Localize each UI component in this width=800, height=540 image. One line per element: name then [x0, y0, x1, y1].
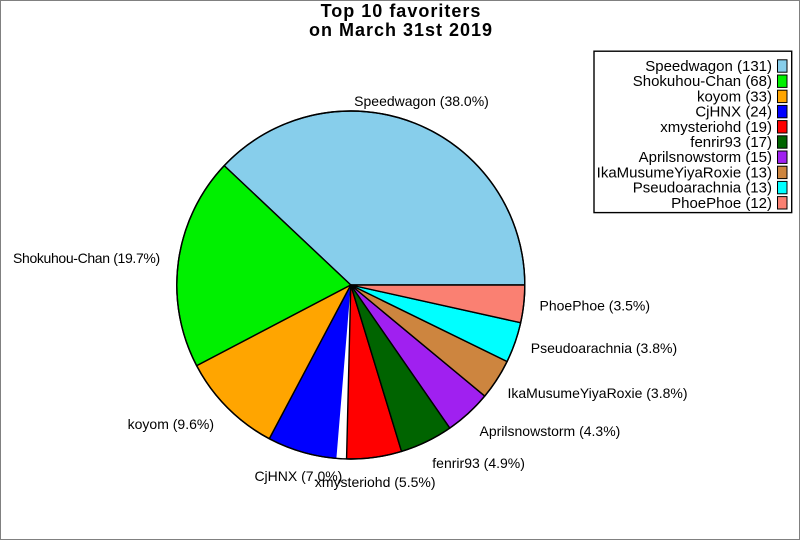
svg-text:koyom (9.6%): koyom (9.6%)	[128, 416, 214, 432]
svg-text:fenrir93 (4.9%): fenrir93 (4.9%)	[432, 455, 525, 471]
svg-text:koyom (33): koyom (33)	[697, 88, 772, 105]
svg-text:IkaMusumeYiyaRoxie (3.8%): IkaMusumeYiyaRoxie (3.8%)	[508, 385, 688, 401]
svg-text:CjHNX (7.0%): CjHNX (7.0%)	[254, 468, 342, 484]
svg-text:fenrir93 (17): fenrir93 (17)	[690, 134, 772, 151]
svg-text:Speedwagon (38.0%): Speedwagon (38.0%)	[354, 93, 489, 109]
svg-text:PhoePhoe (12): PhoePhoe (12)	[671, 195, 772, 212]
svg-text:CjHNX (24): CjHNX (24)	[695, 104, 772, 121]
svg-text:xmysteriohd (5.5%): xmysteriohd (5.5%)	[315, 474, 436, 490]
svg-text:Shokuhou-Chan (68): Shokuhou-Chan (68)	[633, 73, 772, 90]
svg-text:PhoePhoe (3.5%): PhoePhoe (3.5%)	[540, 298, 651, 314]
svg-text:xmysteriohd (19): xmysteriohd (19)	[660, 119, 772, 136]
svg-text:Top 10 favoriters: Top 10 favoriters	[321, 1, 482, 21]
svg-text:Speedwagon (131): Speedwagon (131)	[645, 58, 772, 75]
svg-text:Aprilsnowstorm (15): Aprilsnowstorm (15)	[639, 149, 772, 166]
svg-text:Pseudoarachnia (3.8%): Pseudoarachnia (3.8%)	[531, 340, 677, 356]
svg-text:IkaMusumeYiyaRoxie (13): IkaMusumeYiyaRoxie (13)	[597, 164, 772, 181]
svg-text:Aprilsnowstorm (4.3%): Aprilsnowstorm (4.3%)	[480, 423, 621, 439]
svg-text:on March 31st 2019: on March 31st 2019	[309, 20, 493, 40]
svg-text:Pseudoarachnia (13): Pseudoarachnia (13)	[633, 180, 772, 197]
svg-text:Shokuhou-Chan (19.7%): Shokuhou-Chan (19.7%)	[13, 250, 160, 266]
